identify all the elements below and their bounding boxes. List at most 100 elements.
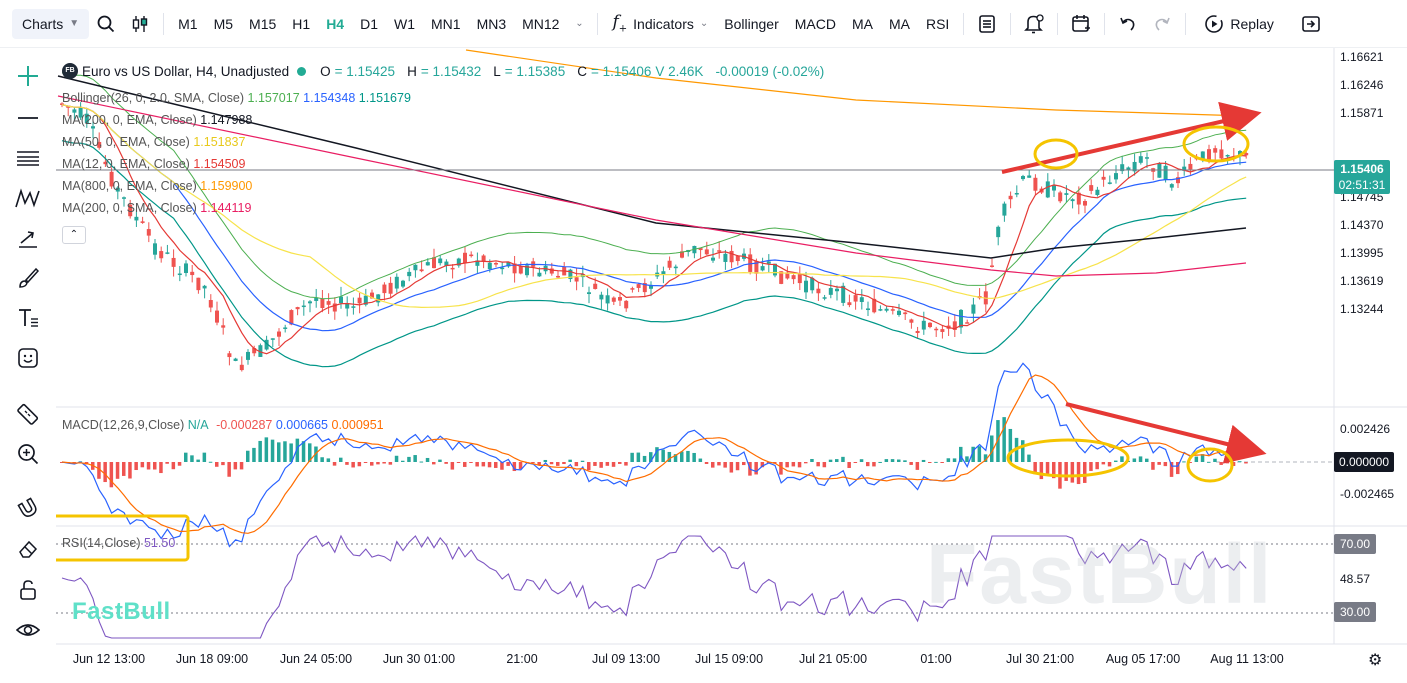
- timeframe-h4[interactable]: H4: [326, 15, 345, 32]
- timeframe-more-icon[interactable]: ⌄: [575, 18, 584, 29]
- macd-legend[interactable]: MACD(12,26,9,Close) N/A -0.000287 0.0006…: [62, 418, 384, 432]
- timeframe-mn12[interactable]: MN12: [522, 15, 560, 32]
- ma200-sma-legend[interactable]: MA(200, 0, SMA, Close) 1.144119: [62, 201, 251, 215]
- rsi-legend[interactable]: RSI(14,Close) 51.50: [62, 536, 175, 550]
- redo-icon[interactable]: [1145, 9, 1179, 39]
- ruler-icon[interactable]: [12, 398, 44, 430]
- macd-histogram-bar: [630, 452, 634, 462]
- magnet-icon[interactable]: [12, 492, 44, 524]
- ma50-ema-line: [61, 104, 1247, 309]
- candle-body: [1058, 192, 1063, 202]
- ma12-ema-legend[interactable]: MA(12, 0, EMA, Close) 1.154509: [62, 157, 245, 171]
- candle-body: [847, 302, 852, 306]
- macd-histogram-bar: [376, 462, 380, 465]
- lock-icon[interactable]: [12, 574, 44, 606]
- exit-fullscreen-icon[interactable]: [1294, 9, 1328, 39]
- candle-body: [1114, 173, 1118, 180]
- ma200-ema-legend[interactable]: MA(200, 0, EMA, Close) 1.147988: [62, 113, 252, 127]
- ma50-ema-legend[interactable]: MA(50, 0, EMA, Close) 1.151837: [62, 135, 245, 149]
- candle-body: [450, 267, 455, 270]
- candle-body: [909, 319, 914, 323]
- trend-line-icon[interactable]: [12, 102, 44, 134]
- indicator-shortcut-macd[interactable]: MACD: [794, 15, 836, 32]
- candle-body: [60, 103, 64, 105]
- candle-body: [611, 297, 616, 302]
- macd-histogram-bar: [934, 461, 938, 463]
- timeframe-d1[interactable]: D1: [360, 15, 378, 32]
- macd-histogram-bar: [983, 454, 988, 462]
- ma800-ema-legend[interactable]: MA(800, 0, EMA, Close) 1.159900: [62, 179, 252, 193]
- candle-body: [413, 264, 418, 271]
- template-icon[interactable]: [970, 9, 1004, 39]
- brush-icon[interactable]: [12, 262, 44, 294]
- macd-histogram-bar: [363, 462, 368, 463]
- ma800-ema-name: MA(800, 0, EMA, Close): [62, 179, 197, 193]
- macd-histogram-bar: [1033, 462, 1037, 475]
- candle-body: [277, 331, 281, 337]
- rsi-value: 51.50: [143, 536, 176, 550]
- candle-body: [246, 351, 250, 360]
- macd-histogram-bar: [760, 462, 765, 468]
- candle-body: [928, 322, 932, 328]
- macd-histogram-bar: [190, 455, 194, 462]
- price-axis-label: 1.13619: [1340, 274, 1384, 288]
- ma12-ema-line: [61, 104, 1247, 355]
- timeframe-mn3[interactable]: MN3: [476, 15, 507, 32]
- charts-menu-button[interactable]: Charts ▼: [12, 8, 90, 39]
- macd-histogram-bar: [394, 455, 399, 462]
- macd-histogram-bar: [1064, 462, 1068, 481]
- candle-body: [748, 254, 753, 272]
- symbol-title[interactable]: Euro vs US Dollar, H4, Unadjusted: [82, 63, 290, 79]
- indicator-shortcut-rsi[interactable]: RSI: [925, 15, 950, 32]
- annotation-uptrend-arrow: [1001, 101, 1262, 174]
- timeframe-w1[interactable]: W1: [394, 15, 415, 32]
- crosshair-icon[interactable]: [12, 60, 44, 92]
- indicator-shortcut-ma[interactable]: MA: [851, 15, 873, 32]
- chart-area[interactable]: FB Euro vs US Dollar, H4, Unadjusted O =…: [56, 48, 1407, 683]
- macd-histogram-bar: [1070, 462, 1075, 483]
- candle-body: [382, 284, 387, 294]
- indicator-shortcut-ma[interactable]: MA: [888, 15, 910, 32]
- visibility-eye-icon[interactable]: [12, 614, 44, 646]
- projection-icon[interactable]: [12, 222, 44, 254]
- replay-button[interactable]: Replay: [1196, 9, 1282, 39]
- timeframe-m1[interactable]: M1: [178, 15, 198, 32]
- macd-histogram-bar: [1039, 462, 1044, 480]
- candlestick-type-icon[interactable]: [123, 9, 157, 39]
- chart-settings-gear-icon[interactable]: ⚙: [1368, 652, 1383, 669]
- macd-histogram-bar: [425, 457, 430, 462]
- indicators-button[interactable]: f+ Indicators ⌄: [604, 9, 716, 39]
- pattern-icon[interactable]: [12, 182, 44, 214]
- candle-body: [791, 275, 796, 280]
- candle-body: [196, 277, 201, 291]
- toolbar-divider: [597, 12, 599, 35]
- indicators-label: Indicators: [633, 15, 694, 32]
- collapse-legend-button[interactable]: ⌃: [62, 226, 86, 244]
- price-chart-canvas[interactable]: [56, 48, 1407, 683]
- timeframe-m15[interactable]: M15: [249, 15, 277, 32]
- timeframe-h1[interactable]: H1: [292, 15, 311, 32]
- eraser-icon[interactable]: [12, 532, 44, 564]
- candle-body: [735, 255, 740, 262]
- macd-histogram-bar: [506, 462, 510, 466]
- macd-histogram-bar: [456, 462, 461, 463]
- ma200-sma-name: MA(200, 0, SMA, Close): [62, 201, 197, 215]
- zoom-in-icon[interactable]: [12, 438, 44, 470]
- text-tool-icon[interactable]: [12, 302, 44, 334]
- macd-histogram-bar: [1052, 462, 1056, 479]
- horizontal-lines-icon[interactable]: [12, 142, 44, 174]
- candle-body: [754, 260, 759, 274]
- calendar-icon[interactable]: [1064, 9, 1098, 39]
- candle-body: [822, 297, 827, 299]
- bollinger-name: Bollinger(26, 0, 2.0, SMA, Close): [62, 91, 245, 105]
- toolbar-divider: [1185, 12, 1187, 35]
- undo-icon[interactable]: [1111, 9, 1145, 39]
- emoji-icon[interactable]: [12, 342, 44, 374]
- timeframe-m5[interactable]: M5: [213, 15, 234, 32]
- alert-add-icon[interactable]: [1017, 9, 1051, 39]
- indicator-shortcut-bollinger[interactable]: Bollinger: [724, 15, 779, 32]
- search-icon[interactable]: [89, 9, 123, 39]
- timeframe-mn1[interactable]: MN1: [431, 15, 461, 32]
- bollinger-legend[interactable]: Bollinger(26, 0, 2.0, SMA, Close) 1.1570…: [62, 91, 411, 105]
- toolbar-divider: [1057, 12, 1059, 35]
